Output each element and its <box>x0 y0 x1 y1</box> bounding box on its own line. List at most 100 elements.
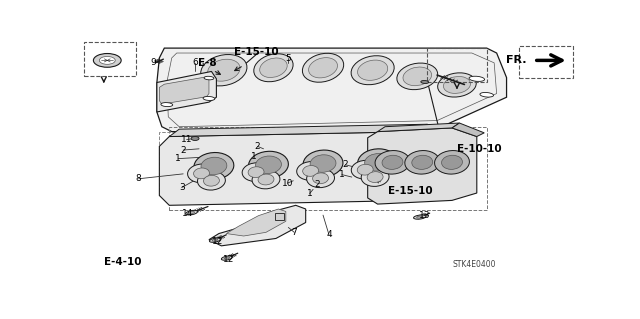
Ellipse shape <box>204 76 214 80</box>
Ellipse shape <box>417 216 423 218</box>
Text: 14: 14 <box>182 209 194 219</box>
Ellipse shape <box>303 150 343 177</box>
Text: 6: 6 <box>192 58 198 67</box>
Ellipse shape <box>194 152 234 180</box>
Ellipse shape <box>307 169 335 188</box>
Ellipse shape <box>310 155 336 172</box>
Text: E-10-10: E-10-10 <box>457 144 502 154</box>
Ellipse shape <box>191 137 199 140</box>
Ellipse shape <box>351 56 394 85</box>
Bar <box>84 42 136 76</box>
Bar <box>169 127 487 210</box>
Text: 7: 7 <box>291 228 297 237</box>
Ellipse shape <box>201 55 247 86</box>
Text: E-8: E-8 <box>198 58 217 68</box>
Ellipse shape <box>255 156 282 174</box>
Ellipse shape <box>189 211 195 214</box>
Bar <box>519 46 573 78</box>
Polygon shape <box>167 53 497 127</box>
Ellipse shape <box>403 67 431 86</box>
Ellipse shape <box>242 163 270 182</box>
Ellipse shape <box>367 172 383 182</box>
Ellipse shape <box>203 96 215 100</box>
Text: 2: 2 <box>180 145 186 154</box>
Ellipse shape <box>442 155 463 169</box>
Ellipse shape <box>260 58 287 78</box>
Text: E-15-10: E-15-10 <box>234 47 278 57</box>
Ellipse shape <box>412 155 433 169</box>
Text: STK4E0400: STK4E0400 <box>452 260 496 269</box>
Bar <box>275 213 284 219</box>
Ellipse shape <box>358 149 397 176</box>
Ellipse shape <box>248 167 264 178</box>
Ellipse shape <box>224 257 230 259</box>
Polygon shape <box>417 124 457 141</box>
Ellipse shape <box>198 171 225 190</box>
Ellipse shape <box>435 151 469 174</box>
Ellipse shape <box>303 166 319 176</box>
Ellipse shape <box>421 80 429 84</box>
Ellipse shape <box>161 103 173 107</box>
Ellipse shape <box>212 239 218 241</box>
Text: 13: 13 <box>419 211 431 220</box>
Polygon shape <box>159 77 209 104</box>
Text: 5: 5 <box>285 54 291 63</box>
Polygon shape <box>157 71 216 112</box>
Polygon shape <box>227 209 286 236</box>
Text: 3: 3 <box>179 183 184 192</box>
Ellipse shape <box>248 151 289 178</box>
Ellipse shape <box>308 58 337 78</box>
Text: 8: 8 <box>136 174 141 183</box>
Ellipse shape <box>469 76 484 81</box>
Text: 12: 12 <box>212 237 223 246</box>
Ellipse shape <box>361 168 389 186</box>
Ellipse shape <box>209 238 220 242</box>
Ellipse shape <box>365 153 390 171</box>
Ellipse shape <box>258 174 274 185</box>
Ellipse shape <box>382 155 403 169</box>
Ellipse shape <box>297 162 324 180</box>
Ellipse shape <box>188 164 216 183</box>
Text: 2: 2 <box>342 160 348 169</box>
Polygon shape <box>159 132 447 205</box>
Text: 9: 9 <box>150 58 156 67</box>
Text: 12: 12 <box>223 255 234 264</box>
Ellipse shape <box>405 151 440 174</box>
Text: FR.: FR. <box>506 56 527 65</box>
Text: 1: 1 <box>339 170 345 179</box>
Ellipse shape <box>375 151 410 174</box>
Text: 1: 1 <box>251 152 257 161</box>
Ellipse shape <box>444 77 470 93</box>
Polygon shape <box>367 128 477 204</box>
Polygon shape <box>452 123 484 137</box>
Polygon shape <box>209 205 306 246</box>
Ellipse shape <box>204 175 220 186</box>
Text: 1: 1 <box>307 189 312 198</box>
Text: E-4-10: E-4-10 <box>104 257 141 267</box>
Ellipse shape <box>177 100 191 104</box>
Ellipse shape <box>252 170 280 189</box>
Text: 2: 2 <box>314 180 320 189</box>
Ellipse shape <box>93 54 121 67</box>
Ellipse shape <box>397 63 438 90</box>
Bar <box>159 132 246 190</box>
Ellipse shape <box>186 210 198 215</box>
Polygon shape <box>157 48 507 132</box>
Text: 10: 10 <box>282 179 293 188</box>
Ellipse shape <box>480 93 493 97</box>
Ellipse shape <box>438 73 476 97</box>
Ellipse shape <box>221 256 232 260</box>
Bar <box>428 48 486 83</box>
Ellipse shape <box>312 173 328 184</box>
Text: 11: 11 <box>181 135 193 144</box>
Text: 1: 1 <box>175 154 181 163</box>
Ellipse shape <box>302 53 344 82</box>
Ellipse shape <box>254 54 293 82</box>
Ellipse shape <box>193 168 209 179</box>
Polygon shape <box>378 123 460 132</box>
Text: E-15-10: E-15-10 <box>388 186 432 196</box>
Ellipse shape <box>358 60 388 80</box>
Text: 2: 2 <box>255 142 260 151</box>
Polygon shape <box>169 124 428 137</box>
Ellipse shape <box>357 164 373 175</box>
